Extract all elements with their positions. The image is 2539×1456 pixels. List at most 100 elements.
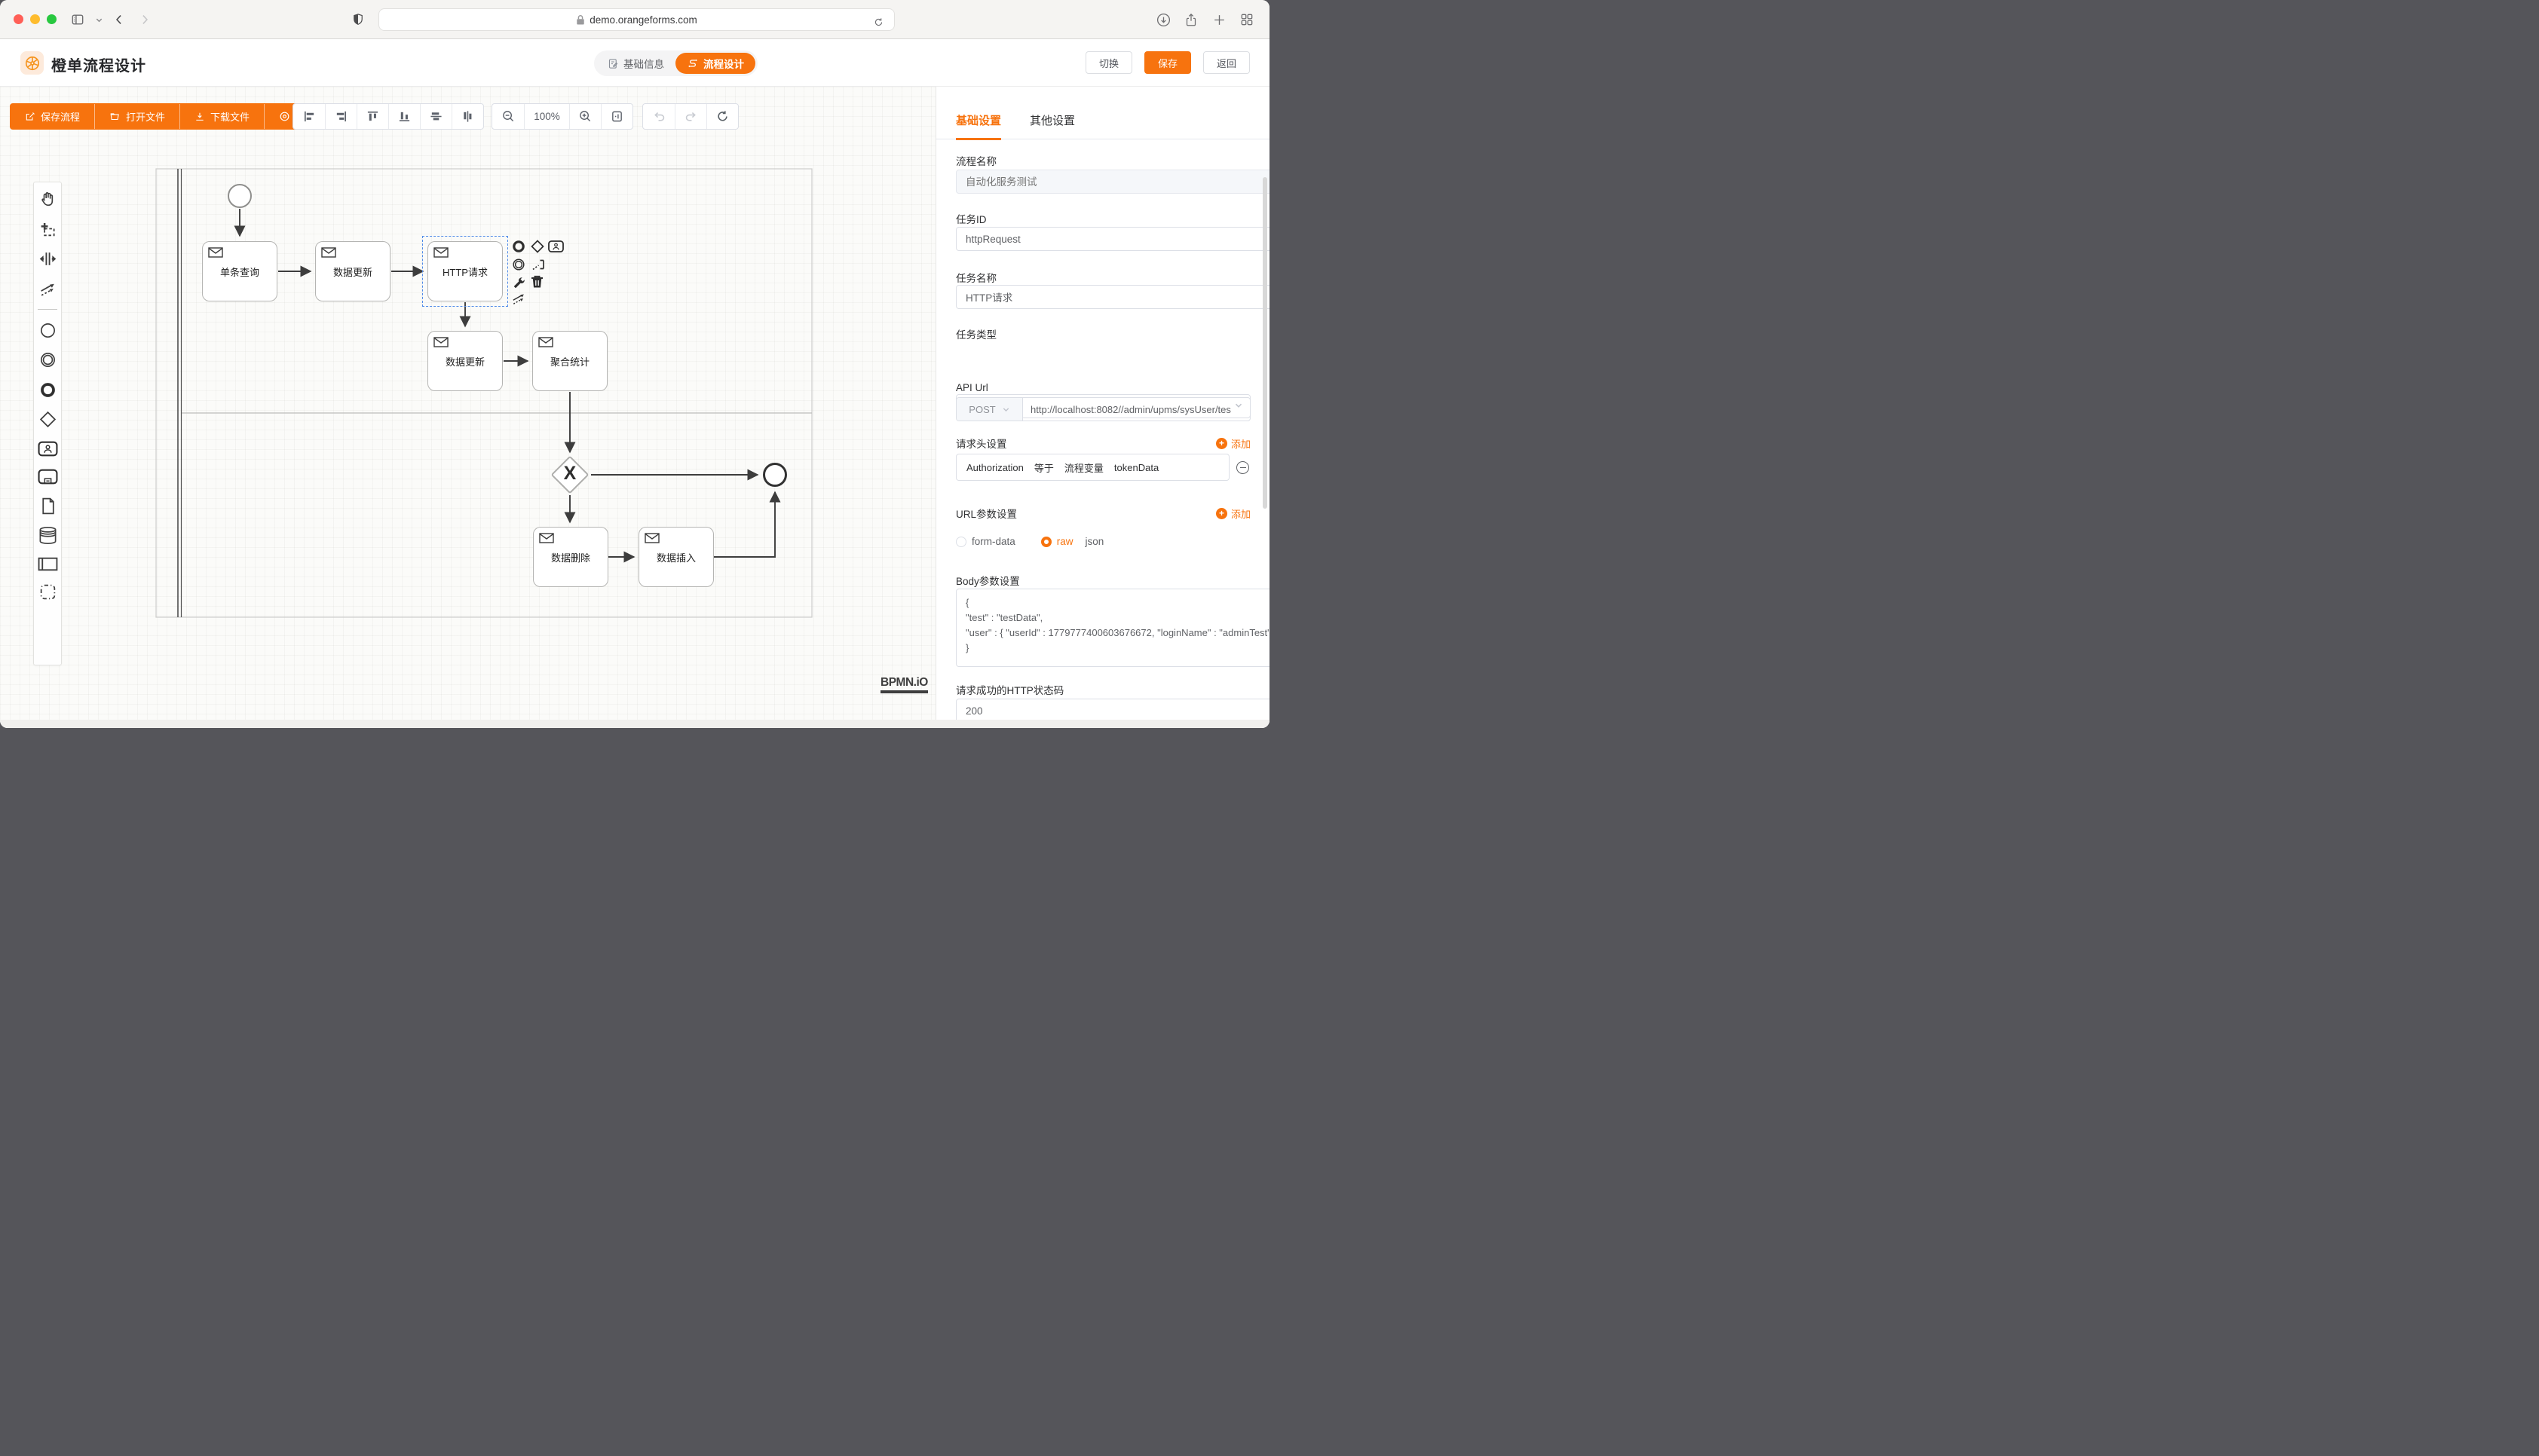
create-data-store-icon[interactable] [38,526,58,545]
create-gateway-icon[interactable] [38,410,57,429]
contextpad-connect-icon[interactable] [512,291,527,306]
save-button[interactable]: 保存 [1144,51,1191,74]
task-http-request[interactable]: HTTP请求 [427,241,503,301]
bpmn-io-watermark[interactable]: BPMN.iO [881,676,928,693]
align-top-button[interactable] [357,104,388,129]
settings-panel: 基础设置 其他设置 流程名称 任务ID 任务名称 任务类型 [936,87,1270,728]
align-bottom-button[interactable] [388,104,420,129]
contextpad-append-end-event-icon[interactable] [512,240,525,253]
body-json-label[interactable]: json [1085,536,1104,547]
panel-scrollbar[interactable] [1263,177,1267,509]
align-center-button[interactable] [452,104,483,129]
create-end-event-icon[interactable] [38,381,57,399]
task-name-input[interactable] [956,285,1270,309]
minimize-window-button[interactable] [30,14,40,24]
forward-icon[interactable] [135,10,155,29]
sidebar-icon[interactable] [68,10,87,29]
header-op: 等于 [1034,462,1054,474]
message-icon [433,337,449,347]
radio-raw-label[interactable]: raw [1056,536,1073,547]
create-intermediate-event-icon[interactable] [38,350,57,369]
contextpad-delete-icon[interactable] [531,275,544,289]
zoom-window-button[interactable] [47,14,57,24]
api-url-input[interactable]: http://localhost:8082//admin/upms/sysUse… [1031,403,1231,415]
window-bottom-edge [0,720,1270,728]
contextpad-append-task-icon[interactable] [548,240,564,252]
align-right-button[interactable] [325,104,357,129]
add-url-param-button[interactable]: + 添加 [1215,506,1251,521]
tab-other-settings[interactable]: 其他设置 [1030,115,1076,127]
url-bar[interactable]: demo.orangeforms.com [378,8,895,31]
new-tab-icon[interactable] [1209,10,1229,29]
undo-button[interactable] [643,104,675,129]
contextpad-change-type-icon[interactable] [513,276,526,289]
palette-divider [38,309,57,310]
task-insert[interactable]: 数据插入 [639,527,714,587]
lasso-tool-icon[interactable] [38,220,57,239]
task-label: 聚合统计 [550,356,590,368]
remove-header-button[interactable] [1236,461,1249,474]
tab-overview-icon[interactable] [1237,10,1257,29]
radio-form-data-label[interactable]: form-data [972,536,1015,547]
chevron-down-icon[interactable] [89,10,109,29]
close-window-button[interactable] [14,14,23,24]
contextpad-text-annotation-icon[interactable] [531,258,545,272]
contextpad-append-gateway-icon[interactable] [531,240,544,253]
radio-form-data[interactable] [956,536,966,547]
create-group-icon[interactable] [38,583,57,601]
tab-process-design[interactable]: 流程设计 [675,53,755,74]
reset-button[interactable] [706,104,738,129]
message-icon [538,337,553,347]
header-row[interactable]: Authorization 等于 流程变量 tokenData [956,454,1230,481]
bpmn-canvas[interactable]: 保存流程 打开文件 下载文件 预览 [0,87,936,728]
mode-switcher: 基础信息 流程设计 [594,50,758,76]
header-actions: 切换 保存 返回 [1085,51,1250,74]
create-data-object-icon[interactable] [38,497,57,515]
field-process-name: 流程名称 [956,156,997,167]
body-params-textarea[interactable]: { "test" : "testData", "user" : { "userI… [956,589,1270,667]
task-aggregate[interactable]: 聚合统计 [532,331,608,391]
global-connect-tool-icon[interactable] [38,280,57,298]
space-tool-icon[interactable] [38,249,57,268]
browser-window: demo.orangeforms.com 橙单流程设计 基础信息 [0,0,1270,728]
align-left-button[interactable] [293,104,325,129]
task-label: 数据更新 [332,266,372,278]
tab-basic-info[interactable]: 基础信息 [596,53,675,74]
start-event[interactable] [228,184,252,208]
task-id-input[interactable] [956,227,1270,251]
radio-raw[interactable] [1040,536,1052,547]
fit-viewport-button[interactable] [601,104,632,129]
task-delete[interactable]: 数据删除 [533,527,608,587]
return-button[interactable]: 返回 [1202,51,1250,74]
create-start-event-icon[interactable] [38,321,57,340]
hand-tool-icon[interactable] [38,190,57,209]
tab-basic-settings[interactable]: 基础设置 [956,115,1002,127]
task-update-2[interactable]: 数据更新 [427,331,503,391]
create-participant-icon[interactable] [38,556,58,572]
create-user-task-icon[interactable] [38,440,58,457]
downloads-icon[interactable] [1153,10,1173,29]
redo-button[interactable] [675,104,706,129]
back-icon[interactable] [109,10,129,29]
open-file-button[interactable]: 打开文件 [94,104,179,129]
contextpad-append-intermediate-event-icon[interactable] [512,258,525,271]
add-header-button[interactable]: + 添加 [1215,436,1251,451]
share-icon[interactable] [1181,10,1201,29]
zoom-out-button[interactable] [492,104,524,129]
shield-icon[interactable] [348,10,368,29]
zoom-in-button[interactable] [569,104,601,129]
task-query[interactable]: 单条查询 [202,241,277,301]
switch-button[interactable]: 切换 [1085,51,1132,74]
save-process-button[interactable]: 保存流程 [11,104,94,129]
status-code-input[interactable] [956,699,1270,723]
end-event[interactable] [763,463,787,487]
task-update-1[interactable]: 数据更新 [315,241,390,301]
align-middle-button[interactable] [420,104,452,129]
create-subprocess-icon[interactable] [38,468,58,485]
download-file-button[interactable]: 下载文件 [179,104,264,129]
process-name-input[interactable] [956,170,1270,194]
field-status-code: 请求成功的HTTP状态码 [956,685,1064,696]
reload-icon[interactable] [868,12,888,32]
download-icon [196,112,204,121]
http-method-select[interactable]: POST [957,398,1023,421]
